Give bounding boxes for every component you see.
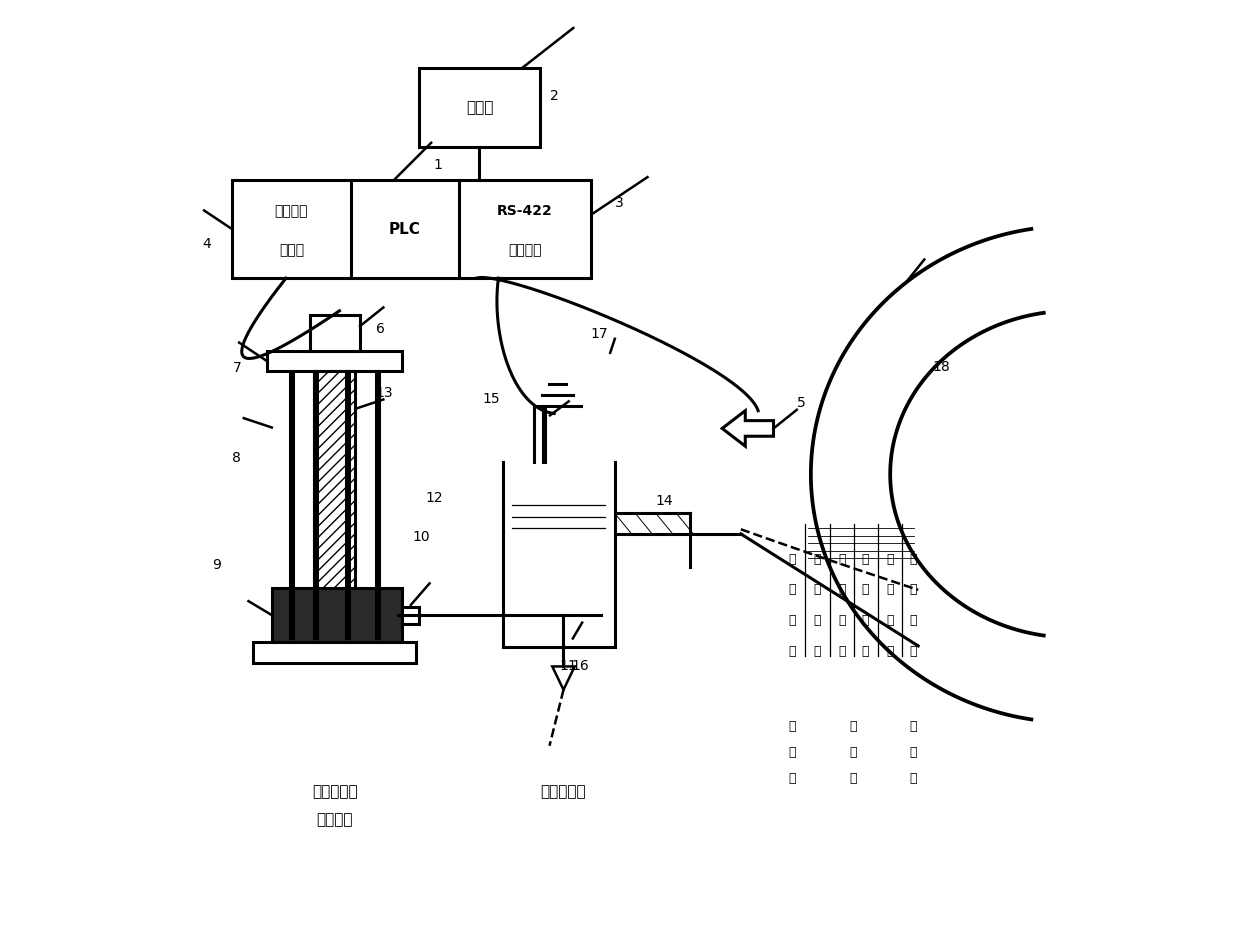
Text: 远: 远 — [909, 583, 917, 596]
Text: RS-422: RS-422 — [497, 205, 553, 219]
Text: 最: 最 — [909, 719, 917, 732]
Text: 常: 常 — [838, 583, 845, 596]
Text: 报: 报 — [909, 614, 917, 627]
Text: 12: 12 — [426, 490, 444, 504]
Bar — [271, 588, 403, 642]
Text: 1: 1 — [434, 158, 442, 172]
Text: 14: 14 — [655, 494, 673, 508]
Text: 近: 近 — [788, 746, 795, 759]
Text: 近: 近 — [814, 583, 821, 596]
Polygon shape — [722, 410, 773, 446]
Text: 点: 点 — [909, 772, 917, 785]
Text: 最: 最 — [788, 719, 795, 732]
Polygon shape — [553, 667, 575, 690]
Text: 5: 5 — [797, 396, 805, 410]
Text: 偏: 偏 — [886, 553, 895, 565]
Text: 绿: 绿 — [861, 614, 869, 627]
Text: 步进电机及: 步进电机及 — [312, 784, 358, 799]
Text: 预: 预 — [814, 614, 821, 627]
Bar — [268, 351, 403, 372]
Text: 触摸屏: 触摸屏 — [466, 100, 493, 115]
Text: 灯: 灯 — [838, 645, 845, 658]
Text: 10: 10 — [413, 530, 430, 544]
Text: 常: 常 — [861, 583, 869, 596]
Text: 15: 15 — [483, 393, 501, 407]
Text: 正: 正 — [861, 553, 869, 565]
Text: 驱动器: 驱动器 — [279, 244, 304, 257]
Text: 4: 4 — [202, 237, 212, 251]
Text: 17: 17 — [590, 327, 608, 341]
Bar — [232, 180, 591, 278]
Text: 13: 13 — [375, 386, 393, 400]
Text: 2: 2 — [550, 89, 559, 103]
Text: 灯: 灯 — [861, 645, 869, 658]
Text: 警: 警 — [909, 645, 917, 658]
Bar — [419, 69, 540, 147]
Bar — [253, 642, 416, 663]
Text: 点: 点 — [788, 772, 795, 785]
Text: 绿: 绿 — [838, 614, 845, 627]
Text: 11: 11 — [559, 658, 577, 672]
Text: 18: 18 — [933, 360, 950, 374]
Text: 9: 9 — [212, 558, 221, 572]
Text: 过: 过 — [909, 553, 917, 565]
Text: 远: 远 — [886, 583, 895, 596]
Text: 6: 6 — [377, 322, 385, 336]
Bar — [310, 316, 361, 351]
Text: 通信模块: 通信模块 — [508, 244, 541, 257]
Text: 预: 预 — [886, 614, 895, 627]
Text: 杠杆机构: 杠杆机构 — [316, 812, 353, 827]
Text: 近: 近 — [788, 583, 795, 596]
Text: 铝液存储箱: 铝液存储箱 — [540, 784, 586, 799]
Text: 过: 过 — [788, 553, 795, 565]
Text: 警: 警 — [814, 645, 821, 658]
Text: 优: 优 — [849, 746, 856, 759]
Text: 7: 7 — [233, 361, 242, 375]
Text: 最: 最 — [849, 719, 856, 732]
Text: 警: 警 — [886, 645, 895, 658]
Bar — [315, 372, 356, 638]
Text: 16: 16 — [571, 658, 590, 672]
Text: 点: 点 — [849, 772, 856, 785]
Text: 警: 警 — [788, 645, 795, 658]
Text: 3: 3 — [615, 195, 624, 209]
Text: 步进电机: 步进电机 — [275, 205, 309, 219]
Text: PLC: PLC — [389, 222, 420, 237]
Text: 正: 正 — [838, 553, 845, 565]
Text: 8: 8 — [233, 452, 242, 466]
Bar — [403, 607, 419, 623]
Text: 偏: 偏 — [814, 553, 821, 565]
Text: 远: 远 — [909, 746, 917, 759]
Text: 报: 报 — [788, 614, 795, 627]
